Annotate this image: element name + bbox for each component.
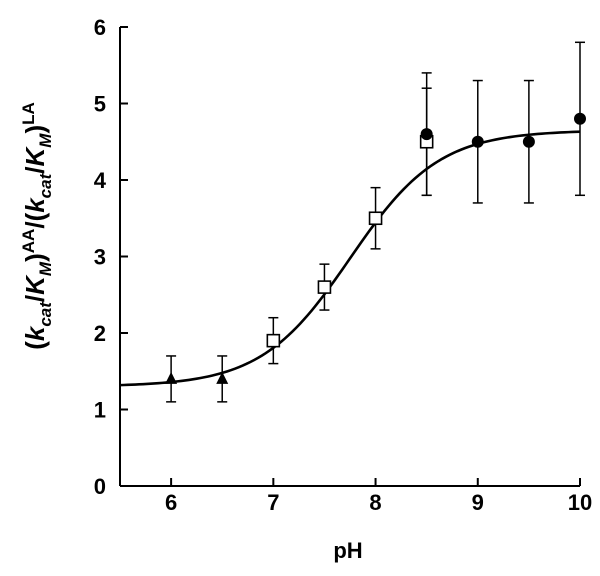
circle-point <box>471 135 484 148</box>
y-tick-label-2: 2 <box>94 321 106 346</box>
square-point <box>368 211 383 226</box>
y-tick-label-0: 0 <box>94 474 106 499</box>
x-tick-label-10: 10 <box>568 490 592 515</box>
y-tick-label-5: 5 <box>94 92 106 117</box>
fit-curve <box>119 130 581 387</box>
square-point <box>266 333 281 348</box>
x-tick-label-9: 9 <box>472 490 484 515</box>
y-tick-label-4: 4 <box>94 168 107 193</box>
y-tick-label-1: 1 <box>94 398 106 423</box>
circle-point <box>574 112 586 125</box>
x-tick-label-8: 8 <box>369 490 381 515</box>
y-tick-label-3: 3 <box>94 245 106 270</box>
x-tick-label-7: 7 <box>267 490 279 515</box>
y-tick-label-6: 6 <box>94 15 106 40</box>
x-tick-label-6: 6 <box>165 490 177 515</box>
data-markers <box>165 112 586 384</box>
circle-point <box>420 128 433 141</box>
circle-point <box>522 135 535 148</box>
x-ticks: 6 7 8 9 10 <box>165 478 592 515</box>
y-ticks: 0 1 2 3 4 5 6 <box>94 15 128 499</box>
y-axis-title: (kcat/KM)AA/(kcat/KM)LA <box>19 102 55 350</box>
square-point <box>317 280 332 294</box>
triangle-point <box>165 371 178 384</box>
triangle-point <box>216 371 229 384</box>
x-axis-title: pH <box>333 538 362 563</box>
